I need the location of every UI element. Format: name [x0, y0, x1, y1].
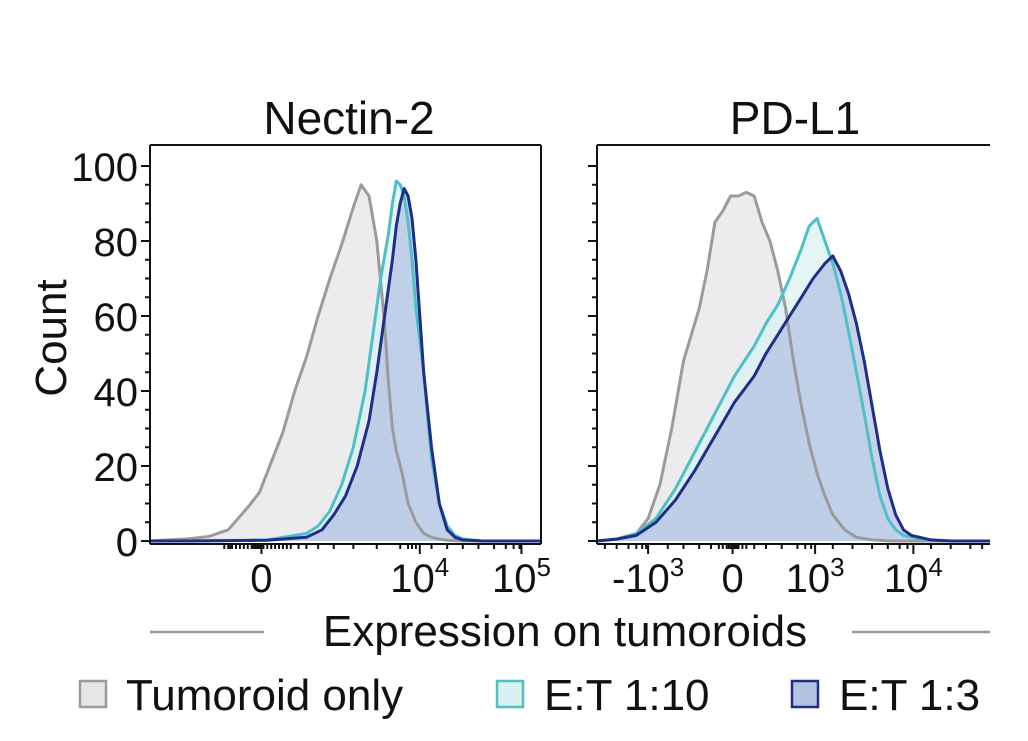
y-tick-label-20: 20: [94, 446, 139, 490]
line-tumoroid-only: [596, 190, 990, 543]
axis-layer: 0 20 40 60 80 100 0 104 105: [71, 144, 551, 601]
x-tick-label-10-4: 104: [884, 552, 943, 601]
legend-label-tumoroid-only: Tumoroid only: [126, 671, 403, 720]
legend-entry-tumoroid-only: Tumoroid only: [78, 671, 403, 720]
legend: Tumoroid only E:T 1:10 E:T 1:3: [78, 671, 980, 720]
x-tick-label-10-5: 105: [492, 552, 551, 601]
y-tick-label-0: 0: [116, 521, 138, 565]
x-tick-label-10-3: 103: [786, 552, 845, 601]
series-layer: [596, 190, 990, 543]
legend-swatch-tumoroid-only: [78, 679, 108, 709]
legend-swatch-et-1-10: [495, 679, 525, 709]
legend-label-et-1-10: E:T 1:10: [544, 671, 710, 720]
shared-x-label-group: Expression on tumoroids: [150, 607, 990, 656]
legend-entry-et-1-10: E:T 1:10: [495, 671, 710, 720]
panel-pd-l1: PD-L1 -103 0 103 104: [588, 92, 990, 601]
series-layer: [149, 179, 541, 543]
shared-x-axis-label: Expression on tumoroids: [323, 607, 807, 656]
line-e-t-1-10: [596, 217, 990, 543]
panel-title-pd-l1: PD-L1: [730, 92, 860, 144]
y-tick-label-80: 80: [94, 221, 139, 265]
area-e-t-1-3: [597, 256, 990, 541]
x-tick-label-0: 0: [721, 557, 743, 601]
line-e-t-1-3: [596, 254, 990, 543]
panel-nectin-2: Nectin-2 Count 0 20 40 60 80 100 0 104 105: [27, 92, 551, 601]
y-tick-label-100: 100: [71, 146, 138, 190]
y-tick-label-40: 40: [94, 371, 139, 415]
legend-label-et-1-3: E:T 1:3: [839, 671, 980, 720]
line-tumoroid-only: [149, 183, 541, 543]
x-tick-label-0: 0: [250, 557, 272, 601]
y-tick-label-60: 60: [94, 296, 139, 340]
axis-layer: -103 0 103 104: [588, 144, 990, 601]
y-axis-label: Count: [27, 279, 76, 396]
legend-swatch-et-1-3: [790, 679, 820, 709]
panel-title-nectin-2: Nectin-2: [263, 92, 434, 144]
x-tick-label-10-3: -103: [612, 552, 684, 601]
legend-entry-et-1-3: E:T 1:3: [790, 671, 980, 720]
area-tumoroid-only: [150, 184, 541, 542]
line-e-t-1-3: [150, 187, 541, 543]
x-tick-label-10-4: 104: [390, 552, 449, 601]
